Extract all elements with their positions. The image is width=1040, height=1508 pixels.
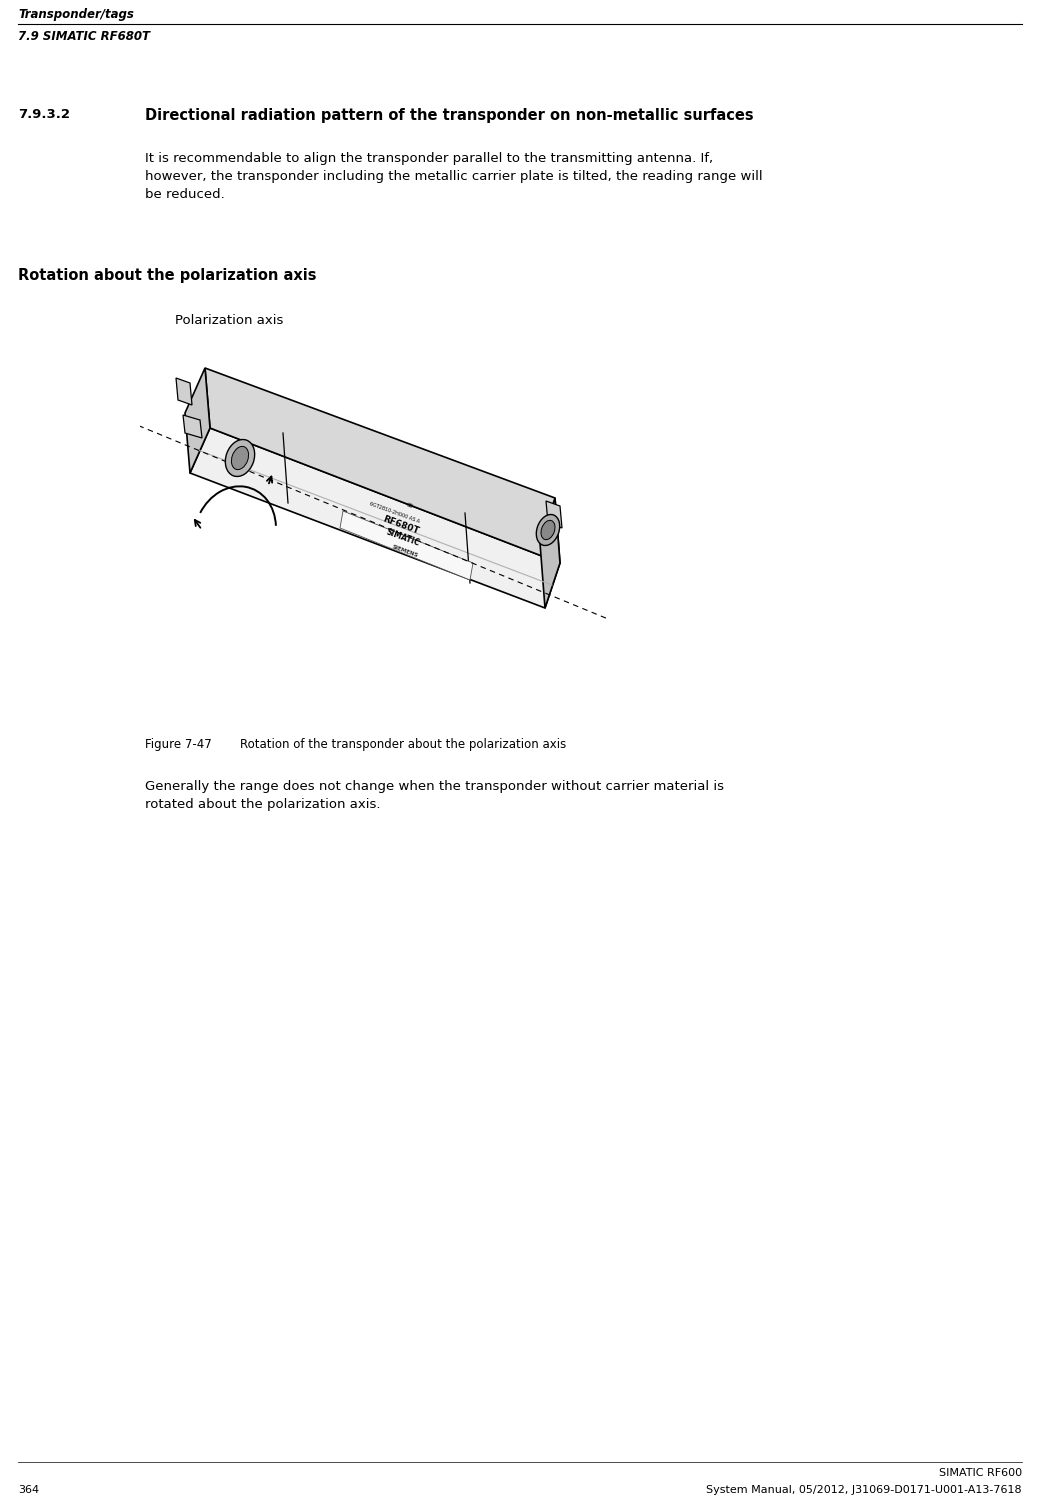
Text: 7.9 SIMATIC RF680T: 7.9 SIMATIC RF680T [18,30,150,44]
Text: It is recommendable to align the transponder parallel to the transmitting antenn: It is recommendable to align the transpo… [145,152,762,201]
Text: Figure 7-47: Figure 7-47 [145,737,212,751]
Text: 6GT2810-2H000 AS A: 6GT2810-2H000 AS A [368,502,420,525]
Polygon shape [205,368,560,562]
Text: Transponder/tags: Transponder/tags [18,8,134,21]
Polygon shape [176,379,192,406]
Ellipse shape [537,514,560,546]
Text: 364: 364 [18,1485,40,1494]
Polygon shape [185,368,210,474]
Text: System Manual, 05/2012, J31069-D0171-U001-A13-7618: System Manual, 05/2012, J31069-D0171-U00… [706,1485,1022,1494]
Text: SIMATIC: SIMATIC [385,528,421,549]
Ellipse shape [541,520,555,540]
Text: RF680T: RF680T [382,514,420,535]
Text: Directional radiation pattern of the transponder on non-metallic surfaces: Directional radiation pattern of the tra… [145,109,754,124]
Text: Generally the range does not change when the transponder without carrier materia: Generally the range does not change when… [145,780,724,811]
Polygon shape [190,428,560,608]
Text: SIEMENS: SIEMENS [391,544,419,558]
Polygon shape [183,415,202,437]
Text: Rotation of the transponder about the polarization axis: Rotation of the transponder about the po… [240,737,566,751]
Polygon shape [540,498,560,608]
Polygon shape [546,501,562,528]
Text: Rotation about the polarization axis: Rotation about the polarization axis [18,268,316,284]
Text: SIMATIC RF600: SIMATIC RF600 [939,1467,1022,1478]
Text: Polarization axis: Polarization axis [175,314,283,327]
Polygon shape [340,511,473,581]
Ellipse shape [232,446,249,469]
Ellipse shape [226,439,255,477]
Text: 7.9.3.2: 7.9.3.2 [18,109,70,121]
Text: CE: CE [406,502,414,510]
